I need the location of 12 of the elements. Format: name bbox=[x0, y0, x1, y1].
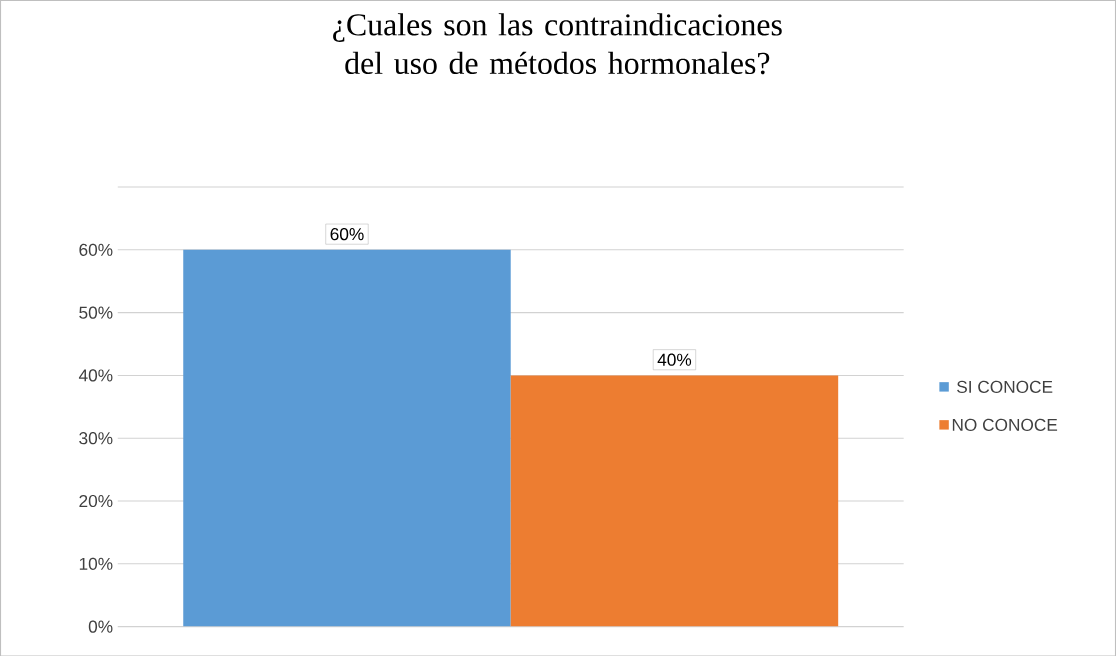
data-label: 40% bbox=[657, 353, 692, 366]
legend-label: NO CONOCE bbox=[952, 418, 1058, 431]
y-tick-label: 10% bbox=[79, 557, 113, 570]
y-tick-label: 60% bbox=[79, 243, 113, 256]
y-tick-label: 40% bbox=[78, 369, 113, 382]
legend-label: SI CONOCE bbox=[957, 380, 1053, 393]
data-label: 60% bbox=[330, 227, 364, 241]
y-tick-label: 0% bbox=[88, 620, 113, 633]
y-tick-label: 20% bbox=[79, 494, 113, 507]
y-tick-label: 30% bbox=[79, 431, 113, 445]
chart-title: ¿Cuales son las contraindicaciones del uso de métodos hormonales? bbox=[333, 12, 782, 75]
y-tick-label: 50% bbox=[79, 306, 113, 319]
